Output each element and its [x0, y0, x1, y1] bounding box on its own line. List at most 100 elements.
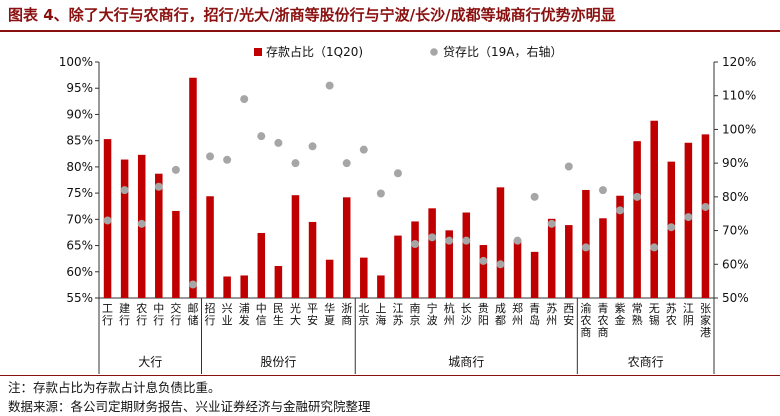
dot-西安 — [564, 162, 573, 171]
x-tick-label: 苏州 — [546, 302, 557, 327]
dot-无锡 — [650, 243, 659, 252]
bar-青岛 — [530, 251, 539, 298]
chart-title: 图表 4、除了大行与农商行，招行/光大/浙商等股份行与宁波/长沙/成都等城商行优… — [8, 6, 616, 24]
bar-江苏 — [394, 235, 402, 298]
title-divider — [0, 30, 780, 32]
dot-农行 — [137, 219, 146, 228]
bar-苏州 — [547, 218, 556, 298]
y2-tick-label: 100% — [722, 122, 756, 136]
y2-tick-label: 50% — [722, 291, 749, 305]
dot-浦发 — [240, 95, 249, 104]
combo-chart: 55% 60% 65% 70% 75% 80% 85% 90% 95% 100% 50% 60% 70%… — [59, 44, 756, 374]
group-label: 大行 — [138, 355, 162, 369]
bar-民生 — [274, 266, 283, 298]
bar-张家港 — [701, 134, 710, 298]
bar-光大 — [291, 195, 300, 298]
dot-常熟 — [633, 192, 642, 201]
x-tick-label: 贵阳 — [478, 302, 489, 327]
x-tick-label: 渝农商 — [580, 301, 591, 339]
x-tick-label: 紫金 — [615, 302, 626, 327]
x-tick-label: 浙商 — [341, 302, 352, 327]
x-tick-label: 中信 — [256, 302, 267, 327]
group-label: 城商行 — [448, 354, 484, 369]
dot-北京 — [359, 145, 368, 154]
bar-浙商 — [342, 197, 351, 298]
dot-渝农商 — [581, 243, 590, 252]
bar-招行 — [206, 196, 214, 298]
bar-中行 — [155, 173, 163, 298]
dot-浙商 — [342, 159, 351, 168]
y-tick-label: 90% — [66, 107, 93, 121]
x-tick-label: 招行 — [205, 301, 216, 327]
bar-交行 — [172, 210, 180, 298]
chart-note: 注：存款占比为存款占计息负债比重。 — [8, 380, 221, 395]
x-tick-label: 江苏 — [392, 302, 403, 327]
y-tick-label: 70% — [66, 212, 93, 226]
x-tick-label: 平安 — [307, 302, 318, 327]
x-tick-label: 杭州 — [444, 301, 455, 327]
dot-南京 — [411, 240, 420, 249]
dot-交行 — [171, 165, 180, 174]
x-tick-label: 建行 — [119, 301, 130, 327]
x-tick-label: 华夏 — [324, 301, 335, 327]
y-tick-label: 75% — [66, 186, 93, 200]
bar-紫金 — [616, 195, 624, 298]
bar-平安 — [308, 221, 317, 298]
dot-平安 — [308, 142, 317, 151]
legend-bar-swatch — [254, 48, 262, 56]
y-tick-label: 100% — [59, 55, 93, 69]
y-tick-label: 60% — [66, 265, 93, 279]
x-tick-label: 江阴 — [683, 302, 694, 327]
x-tick-label: 北京 — [358, 302, 369, 327]
bar-西安 — [565, 225, 573, 298]
bar-北京 — [360, 257, 368, 298]
y-tick-label: 65% — [66, 239, 93, 253]
dot-苏农 — [667, 223, 676, 232]
bar-华夏 — [325, 259, 334, 298]
dot-光大 — [291, 159, 300, 168]
dot-民生 — [274, 138, 283, 147]
dot-上海 — [376, 189, 385, 198]
dot-青农商 — [598, 186, 607, 195]
x-tick-label: 民生 — [273, 302, 284, 327]
dot-华夏 — [325, 81, 334, 90]
bar-青农商 — [599, 218, 607, 298]
x-tick-label: 青农商 — [597, 302, 608, 339]
x-tick-label: 工行 — [102, 302, 113, 327]
x-tick-label: 中行 — [153, 302, 164, 327]
bar-邮储 — [189, 77, 197, 298]
x-tick-label: 常熟 — [632, 302, 643, 327]
dot-郑州 — [513, 236, 522, 245]
x-tick-label: 光大 — [290, 301, 301, 327]
dot-中信 — [257, 132, 266, 141]
dot-长沙 — [462, 236, 471, 245]
x-tick-label: 西安 — [563, 302, 574, 327]
bar-长沙 — [462, 212, 471, 298]
x-tick-label: 郑州 — [512, 301, 523, 327]
dot-杭州 — [445, 236, 454, 245]
data-source: 数据来源：各公司定期财务报告、兴业证券经济与金融研究院整理 — [8, 399, 371, 414]
bar-上海 — [377, 275, 385, 298]
x-tick-label: 兴业 — [222, 302, 233, 327]
legend-dot-swatch — [430, 48, 438, 56]
dot-兴业 — [223, 155, 232, 164]
x-tick-label: 南京 — [410, 302, 421, 327]
dot-建行 — [120, 186, 129, 195]
bar-浦发 — [240, 275, 248, 298]
bar-宁波 — [428, 208, 436, 298]
x-tick-label: 无锡 — [649, 302, 660, 327]
legend-dot-label: 贷存比（19A，右轴） — [443, 44, 562, 59]
group-label: 股份行 — [260, 355, 296, 369]
y-tick-label: 95% — [66, 81, 93, 95]
footer-divider — [0, 375, 780, 376]
x-tick-label: 宁波 — [427, 301, 438, 327]
y-tick-label: 85% — [66, 134, 93, 148]
bar-建行 — [120, 159, 129, 298]
dot-江苏 — [393, 169, 402, 178]
dot-江阴 — [684, 213, 693, 222]
y2-tick-label: 80% — [722, 190, 749, 204]
dot-成都 — [496, 260, 505, 269]
dot-宁波 — [428, 233, 437, 242]
dot-贵阳 — [479, 256, 488, 265]
bar-中信 — [257, 232, 266, 298]
